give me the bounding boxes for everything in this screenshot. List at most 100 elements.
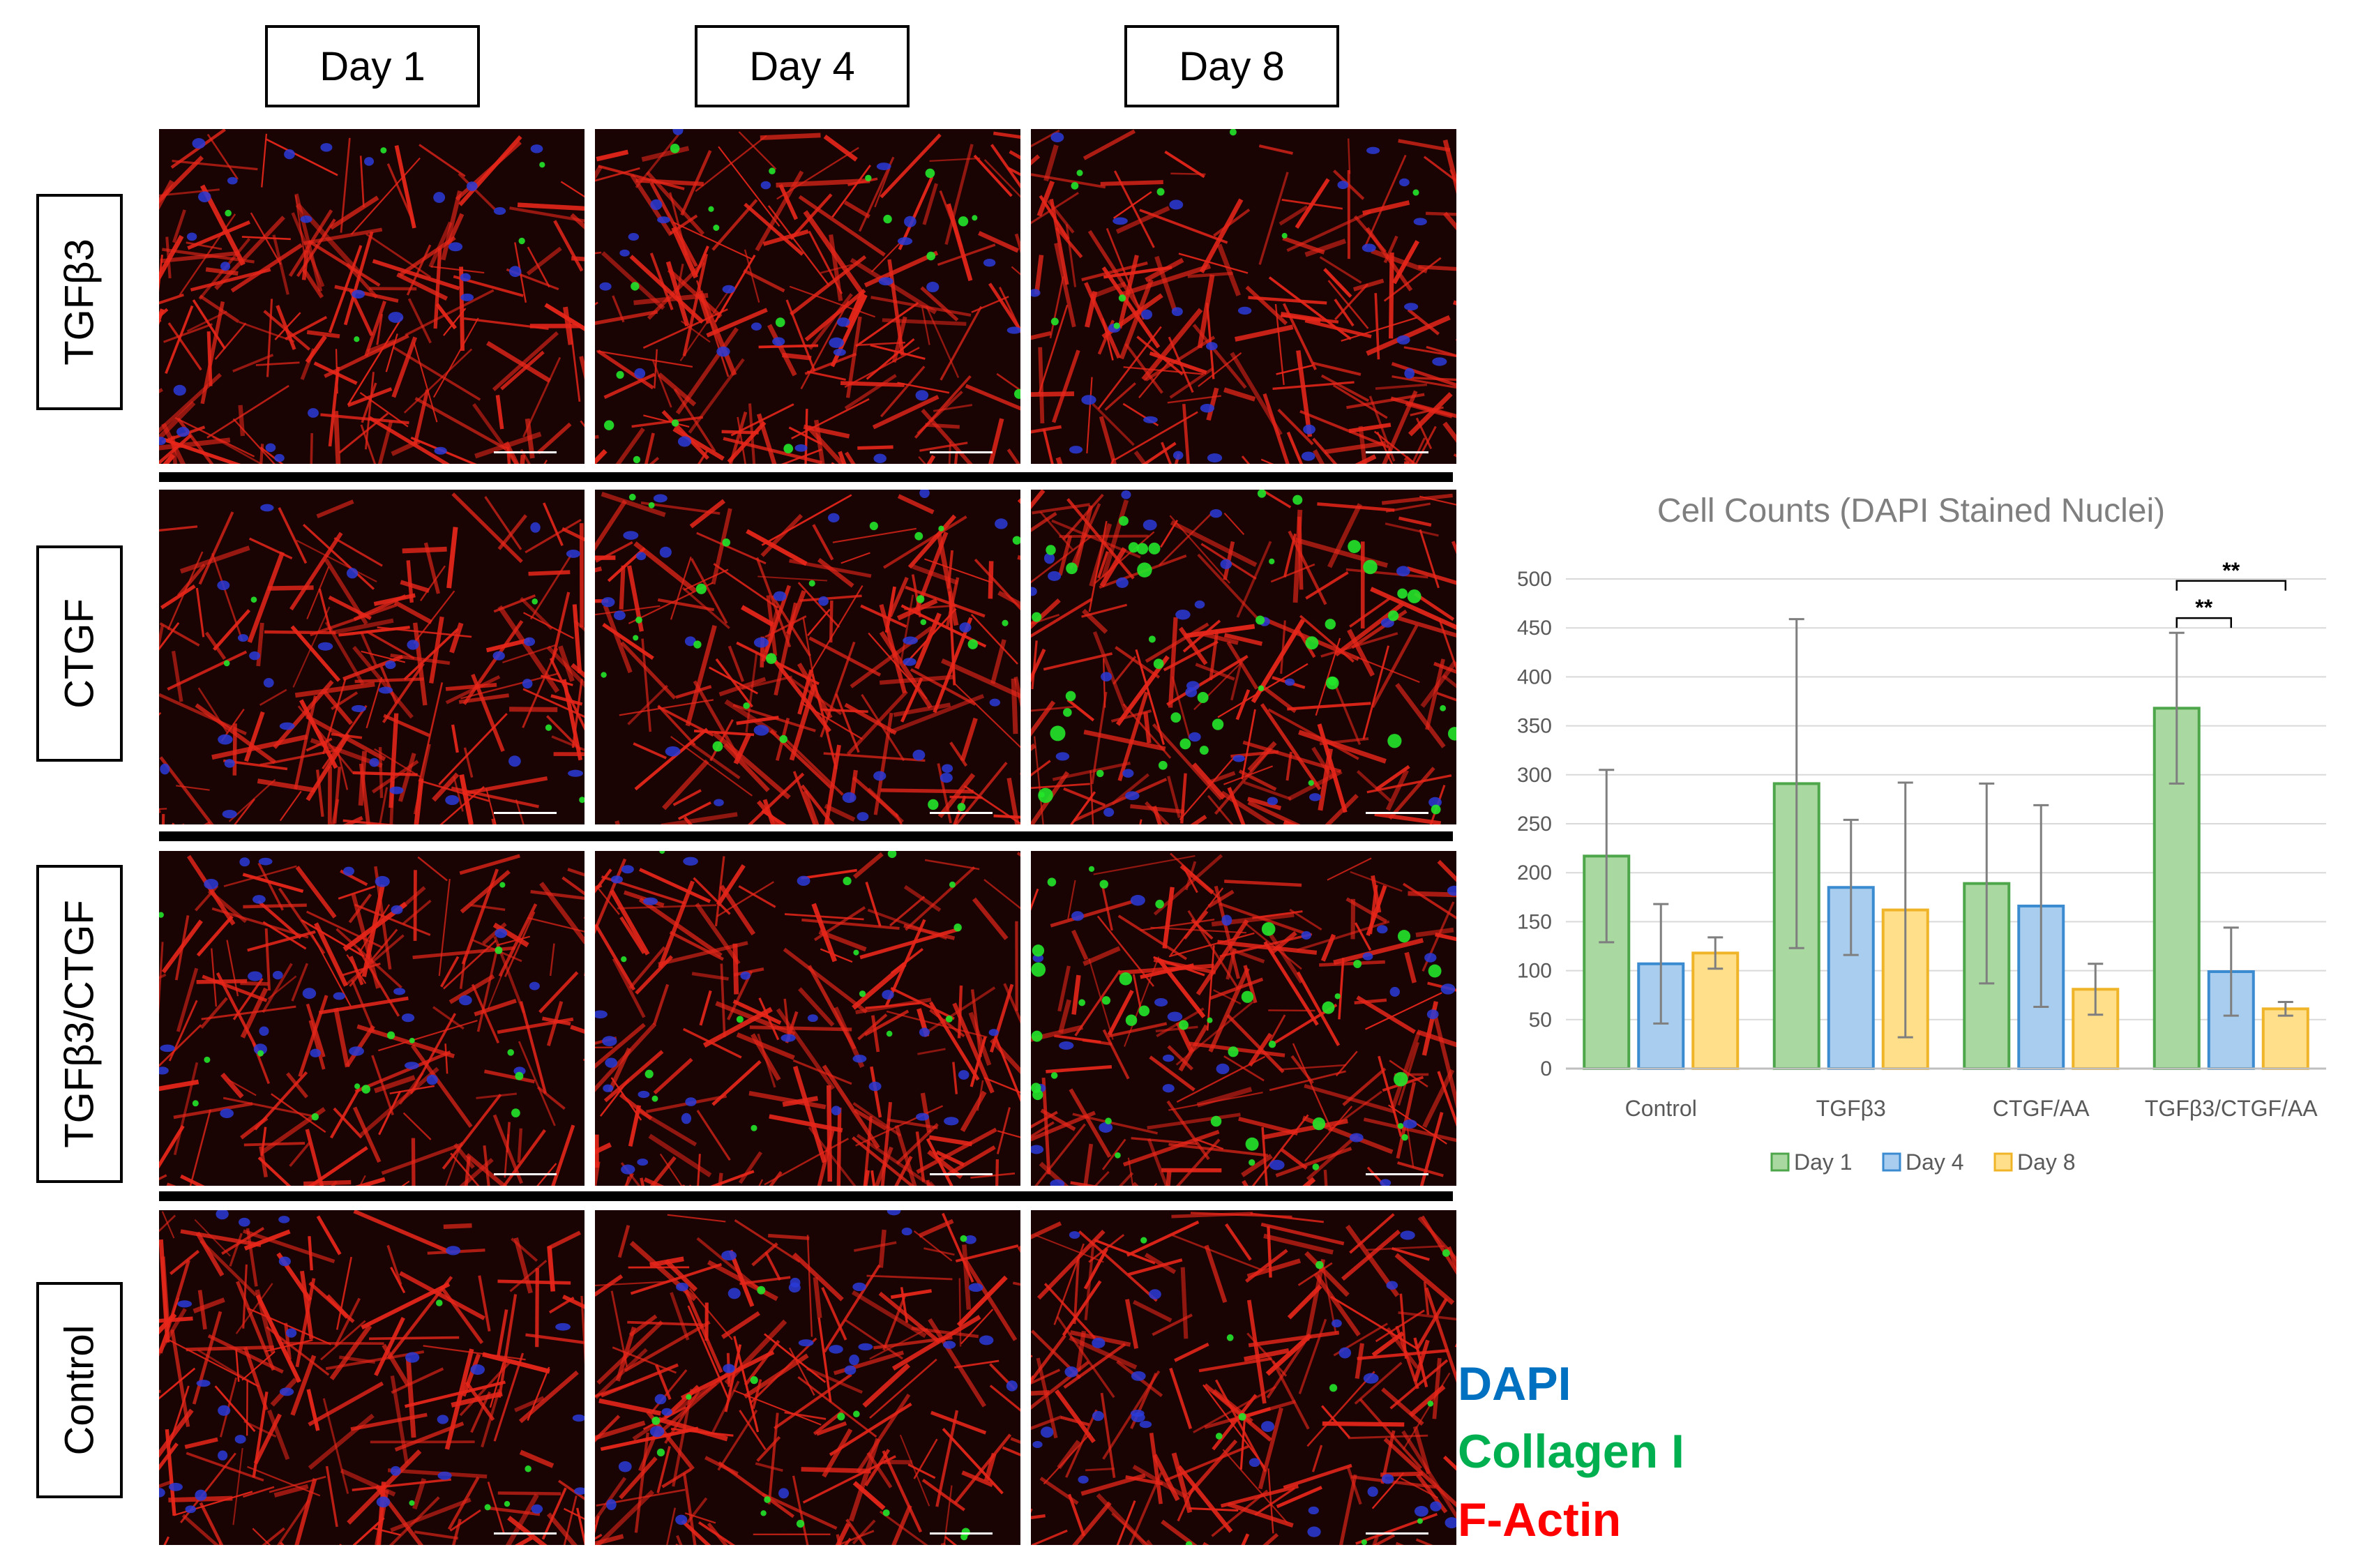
actin-fiber <box>1262 1532 1279 1545</box>
actin-fiber <box>211 948 218 1007</box>
nucleus <box>807 1014 818 1023</box>
collagen-spot <box>539 162 545 168</box>
actin-fiber <box>354 1050 451 1094</box>
actin-fiber <box>798 987 835 1027</box>
actin-fiber <box>1031 648 1046 683</box>
collagen-spot <box>1393 1071 1408 1087</box>
nucleus <box>610 875 623 884</box>
actin-fiber <box>1085 1468 1115 1472</box>
nucleus <box>284 149 295 160</box>
actin-fiber <box>1083 946 1121 966</box>
actin-fiber <box>338 626 410 637</box>
actin-fiber <box>478 1275 491 1332</box>
y-tick-label: 150 <box>1517 910 1552 933</box>
actin-fiber <box>441 190 462 261</box>
cell-count-chart: Cell Counts (DAPI Stained Nuclei)0501001… <box>1517 492 2326 1175</box>
actin-fiber <box>845 1518 866 1545</box>
nucleus <box>391 905 403 914</box>
actin-fiber <box>1416 1297 1448 1349</box>
actin-fiber <box>196 979 248 984</box>
actin-fiber <box>602 622 654 661</box>
nucleus <box>1040 1426 1054 1438</box>
actin-fiber <box>1263 1118 1348 1140</box>
nucleus <box>1284 678 1295 686</box>
collagen-spot <box>1268 1040 1276 1048</box>
actin-fiber <box>1118 1172 1134 1186</box>
actin-fiber <box>177 564 206 597</box>
actin-fiber <box>1101 1138 1126 1170</box>
actin-fiber <box>595 251 602 255</box>
collagen-spot <box>504 1500 511 1507</box>
micrograph-Control-Day 1 <box>159 1210 585 1545</box>
actin-fiber <box>996 1107 1011 1154</box>
actin-fiber <box>1017 498 1020 504</box>
actin-fiber <box>342 819 395 824</box>
nucleus <box>676 1282 689 1292</box>
actin-fiber <box>818 929 867 952</box>
actin-fiber <box>1033 736 1044 824</box>
actin-fiber <box>180 1229 262 1247</box>
actin-fiber <box>257 778 316 793</box>
actin-fiber <box>159 1442 179 1471</box>
actin-fiber <box>697 450 709 464</box>
actin-fiber <box>452 1518 462 1545</box>
collagen-spot <box>1032 944 1045 957</box>
actin-fiber <box>462 776 548 796</box>
actin-fiber <box>595 858 627 935</box>
actin-fiber <box>1127 1258 1183 1276</box>
nucleus <box>351 704 366 712</box>
nucleus <box>433 192 446 203</box>
actin-fiber <box>1174 453 1181 464</box>
actin-fiber <box>907 514 957 569</box>
nucleus <box>818 596 829 606</box>
legend-label: Day 1 <box>1794 1149 1853 1175</box>
collagen-spot <box>1312 1117 1326 1131</box>
actin-fiber <box>288 209 333 277</box>
actin-fiber <box>788 1347 815 1396</box>
actin-fiber <box>937 773 976 818</box>
nucleus <box>657 216 670 224</box>
nucleus <box>470 1364 485 1375</box>
actin-fiber <box>867 908 947 940</box>
actin-fiber <box>1170 520 1258 567</box>
actin-fiber <box>1096 915 1154 987</box>
actin-fiber <box>1398 139 1451 152</box>
actin-fiber <box>338 1355 376 1364</box>
nucleus <box>220 1108 234 1119</box>
actin-fiber <box>159 319 162 323</box>
y-tick-label: 0 <box>1540 1057 1552 1080</box>
actin-fiber <box>878 1229 887 1268</box>
actin-fiber <box>1220 1484 1299 1508</box>
actin-fiber <box>402 899 432 926</box>
nucleus <box>1048 571 1062 581</box>
nucleus <box>342 866 355 876</box>
actin-fiber <box>1452 300 1456 306</box>
actin-fiber <box>570 213 585 230</box>
collagen-spot <box>865 174 872 182</box>
actin-fiber <box>1083 129 1136 160</box>
actin-fiber <box>831 165 871 218</box>
nucleus <box>222 810 237 819</box>
collagen-spot <box>670 144 680 153</box>
actin-fiber <box>243 1346 269 1411</box>
actin-fiber <box>1149 1055 1196 1092</box>
actin-fiber <box>259 444 264 464</box>
collagen-spot <box>1407 589 1421 603</box>
nucleus <box>1430 1501 1442 1512</box>
actin-fiber <box>1193 1386 1276 1433</box>
actin-fiber <box>1425 658 1445 730</box>
actin-fiber <box>1230 662 1242 701</box>
actin-fiber <box>748 403 756 464</box>
actin-fiber <box>1227 787 1246 824</box>
y-tick-label: 450 <box>1517 617 1552 640</box>
nucleus <box>196 1380 211 1387</box>
actin-fiber <box>368 416 451 464</box>
actin-fiber <box>432 772 460 802</box>
actin-fiber <box>912 564 959 585</box>
collagen-spot <box>783 444 794 454</box>
actin-fiber <box>303 1179 352 1186</box>
collagen-spot <box>1066 562 1078 575</box>
actin-fiber <box>413 590 455 644</box>
actin-fiber <box>1009 150 1020 160</box>
collagen-spot <box>603 420 614 430</box>
